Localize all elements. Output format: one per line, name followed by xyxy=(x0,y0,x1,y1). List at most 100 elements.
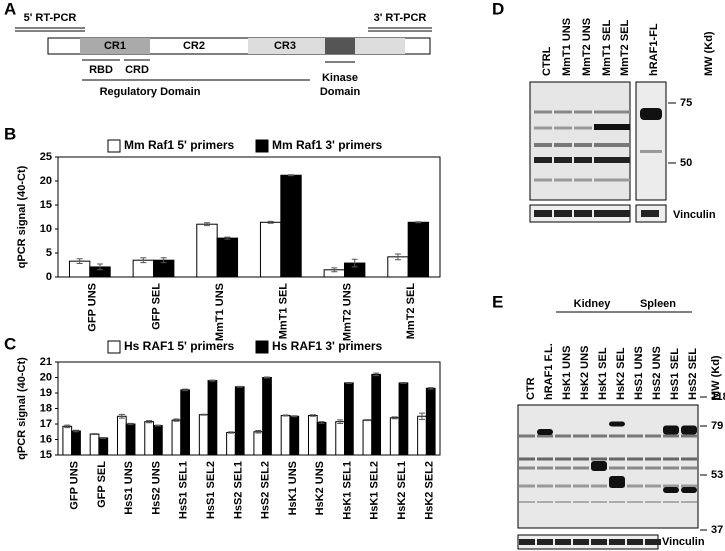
bar xyxy=(234,386,245,456)
bar xyxy=(335,421,346,456)
bar xyxy=(398,382,409,456)
band xyxy=(519,484,535,488)
lane-label: hRAF1 F.L. xyxy=(543,343,555,400)
band xyxy=(640,108,662,120)
lane-label: MmT2 UNS xyxy=(581,18,593,76)
band xyxy=(663,501,679,503)
bar xyxy=(417,415,427,456)
band xyxy=(537,434,553,438)
band xyxy=(537,501,553,503)
band xyxy=(612,157,630,163)
band xyxy=(573,466,589,470)
error-bar xyxy=(394,253,401,261)
bar xyxy=(62,425,73,456)
band xyxy=(555,484,571,488)
band xyxy=(537,466,553,470)
band xyxy=(554,157,572,163)
band xyxy=(537,484,553,488)
loading-label: Vinculin xyxy=(673,209,716,221)
x-tick-label: HsS2 UNS xyxy=(150,461,162,515)
cr1-box xyxy=(80,38,150,54)
band xyxy=(574,210,592,217)
band xyxy=(663,425,679,435)
x-tick-label: GFP SEL xyxy=(150,283,162,330)
error-bar xyxy=(91,433,98,436)
band xyxy=(573,457,589,461)
band xyxy=(534,143,552,147)
y-tick-label: 15 xyxy=(40,199,52,211)
band xyxy=(612,143,630,147)
error-bar xyxy=(351,258,358,268)
bar xyxy=(253,431,264,456)
error-bar xyxy=(200,413,207,416)
legend-swatch xyxy=(255,139,269,153)
bar xyxy=(196,223,218,278)
band xyxy=(627,434,643,438)
band xyxy=(594,178,612,182)
error-bar xyxy=(160,257,167,264)
domain-label: CR3 xyxy=(274,40,296,52)
y-tick-label: 25 xyxy=(40,151,52,163)
band xyxy=(594,124,612,130)
error-bar xyxy=(224,236,231,240)
band xyxy=(555,457,571,461)
bar xyxy=(307,414,318,456)
error-bar xyxy=(427,387,434,390)
y-tick-label: 5 xyxy=(46,247,52,259)
error-bar xyxy=(391,416,398,420)
panel-letter: E xyxy=(492,292,503,311)
lane-label: HsK1 SEL xyxy=(597,347,609,400)
plot-frame xyxy=(57,156,441,278)
bar xyxy=(144,421,154,456)
band xyxy=(574,157,592,163)
x-tick-label: MmT2 UNS xyxy=(341,283,353,341)
blot xyxy=(529,81,631,201)
x-tick-label: HsK2 UNS xyxy=(314,461,326,515)
band xyxy=(663,466,679,470)
y-tick-label: 10 xyxy=(40,223,52,235)
x-tick-label: HsK2 SEL1 xyxy=(396,461,408,520)
band xyxy=(681,434,697,438)
band xyxy=(573,501,589,503)
bar xyxy=(216,237,239,278)
bar xyxy=(198,414,209,456)
band xyxy=(612,178,630,182)
y-tick-label: 0 xyxy=(46,271,52,283)
bar xyxy=(180,389,191,456)
error-bar xyxy=(267,220,274,224)
mw-marker: 53 xyxy=(711,469,723,481)
legend-label: Hs RAF1 5' primers xyxy=(124,339,235,353)
x-tick-label: HsK1 SEL1 xyxy=(341,461,353,520)
band xyxy=(591,461,607,471)
bar xyxy=(171,419,182,456)
x-tick-label: HsS2 SEL2 xyxy=(260,461,272,519)
bar xyxy=(289,415,300,456)
band xyxy=(594,143,612,147)
y-tick-label: 16 xyxy=(40,433,52,445)
band xyxy=(663,484,679,488)
x-tick-label: MmT1 UNS xyxy=(214,283,226,341)
legend-label: Hs RAF1 3' primers xyxy=(272,339,383,353)
band xyxy=(609,476,625,488)
band xyxy=(594,157,612,163)
primer-label: 3' RT-PCR xyxy=(374,12,427,24)
bar xyxy=(71,430,81,456)
band xyxy=(534,110,552,114)
error-bar xyxy=(154,424,161,427)
error-bar xyxy=(291,415,298,418)
x-tick-label: GFP SEL xyxy=(96,461,108,508)
band xyxy=(681,457,697,461)
lane-label: CTRL xyxy=(541,46,553,76)
band xyxy=(609,466,625,470)
domain-label: CR2 xyxy=(183,40,205,52)
band xyxy=(681,425,697,435)
mw-marker: 37 xyxy=(711,524,723,536)
bar xyxy=(153,425,163,456)
band xyxy=(534,178,552,182)
band xyxy=(609,434,625,438)
y-axis-label: qPCR signal (40-Ct) xyxy=(16,357,28,460)
bar xyxy=(226,432,236,456)
bar xyxy=(280,414,291,456)
error-bar xyxy=(288,174,295,177)
loading-label: Vinculin xyxy=(662,536,705,548)
